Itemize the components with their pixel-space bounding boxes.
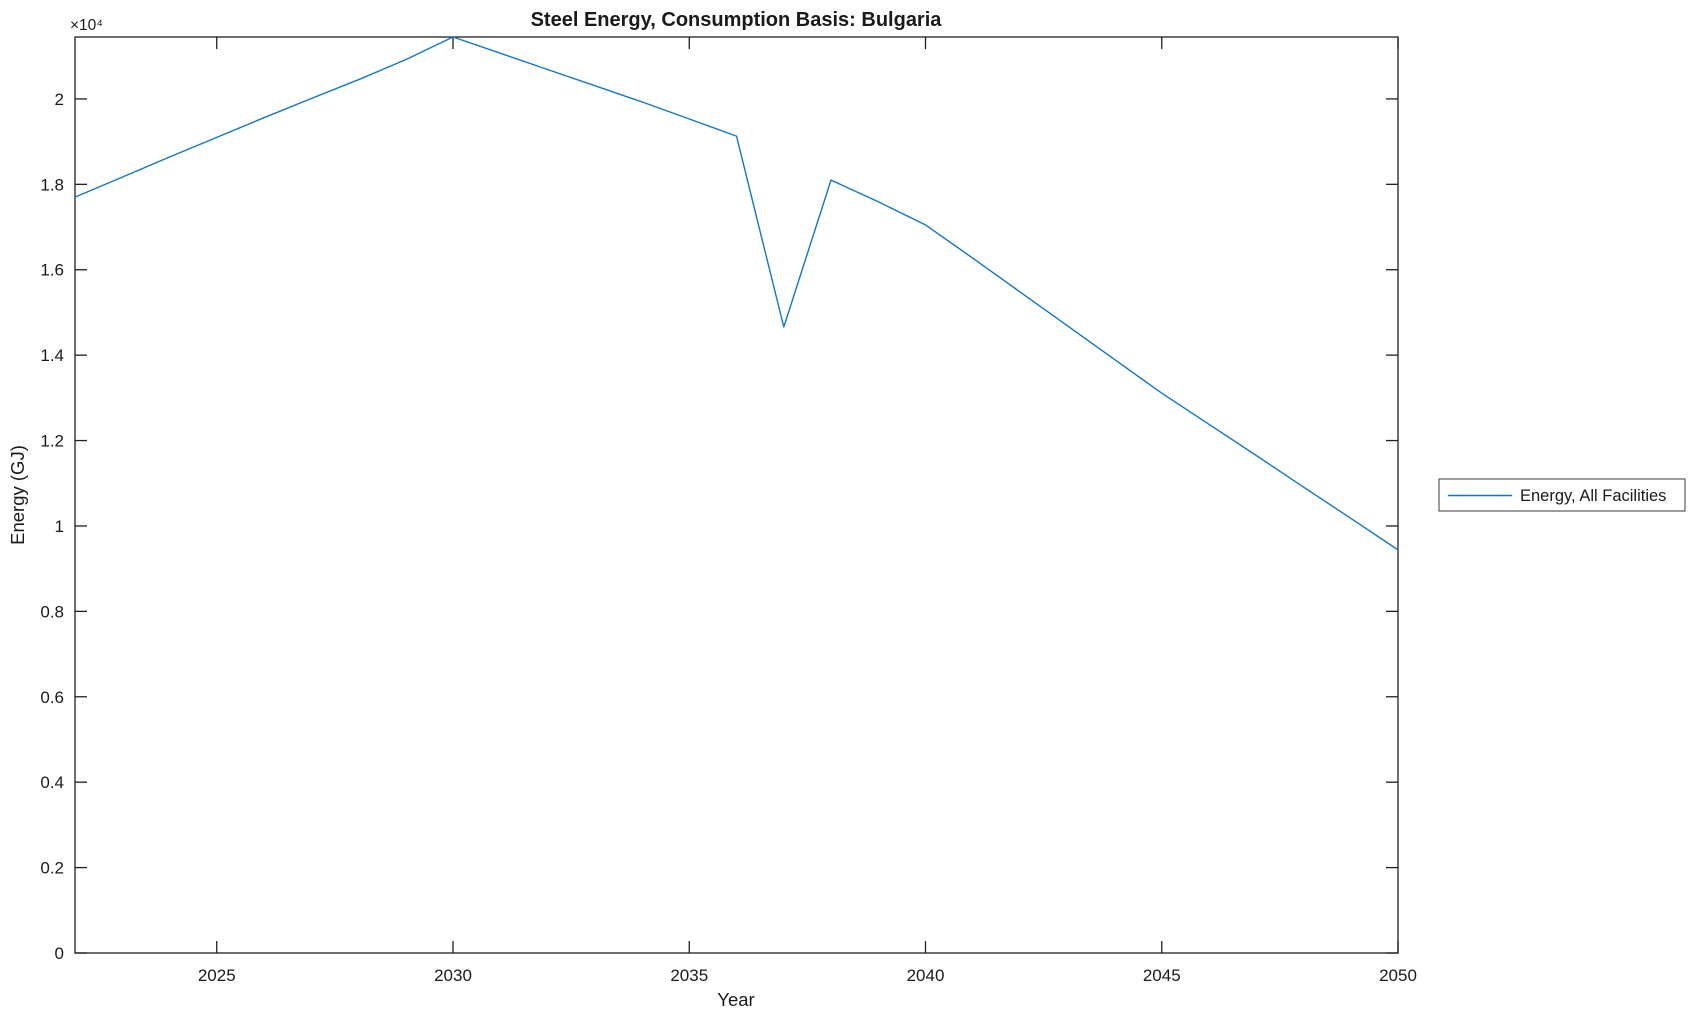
x-tick-label: 2030 [434, 966, 472, 985]
y-tick-label: 1.6 [40, 261, 64, 280]
y-tick-label: 2 [55, 90, 64, 109]
legend: Energy, All Facilities [1438, 478, 1686, 512]
legend-label: Energy, All Facilities [1520, 487, 1666, 505]
data-line [74, 36, 1399, 551]
chart-title: Steel Energy, Consumption Basis: Bulgari… [531, 9, 943, 31]
y-tick-label: 1.2 [40, 432, 64, 451]
x-tick-label: 2045 [1143, 966, 1181, 985]
x-tick-label: 2050 [1379, 966, 1417, 985]
axes-box [74, 36, 1399, 954]
y-tick-label: 0.8 [40, 602, 64, 621]
y-tick-label: 0.4 [40, 773, 64, 792]
x-axis-label: Year [717, 989, 754, 1010]
y-tick-label: 0.6 [40, 688, 64, 707]
y-tick-label: 0 [55, 944, 64, 963]
y-axis-offset-label: ×10⁴ [70, 17, 103, 34]
axes-layer: 2025 2030 2035 2040 2045 2050 0 0.2 0.4 0.6 0.8 1 1.… [40, 36, 1417, 985]
y-tick-label: 1.8 [40, 175, 64, 194]
y-tick-label: 0.2 [40, 859, 64, 878]
series-layer [74, 36, 1399, 551]
x-tick-label: 2025 [198, 966, 236, 985]
x-tick-label: 2035 [670, 966, 708, 985]
x-tick-label: 2040 [907, 966, 945, 985]
y-tick-label: 1.4 [40, 346, 64, 365]
y-tick-label: 1 [55, 517, 64, 536]
y-axis-label: Energy (GJ) [7, 445, 28, 545]
